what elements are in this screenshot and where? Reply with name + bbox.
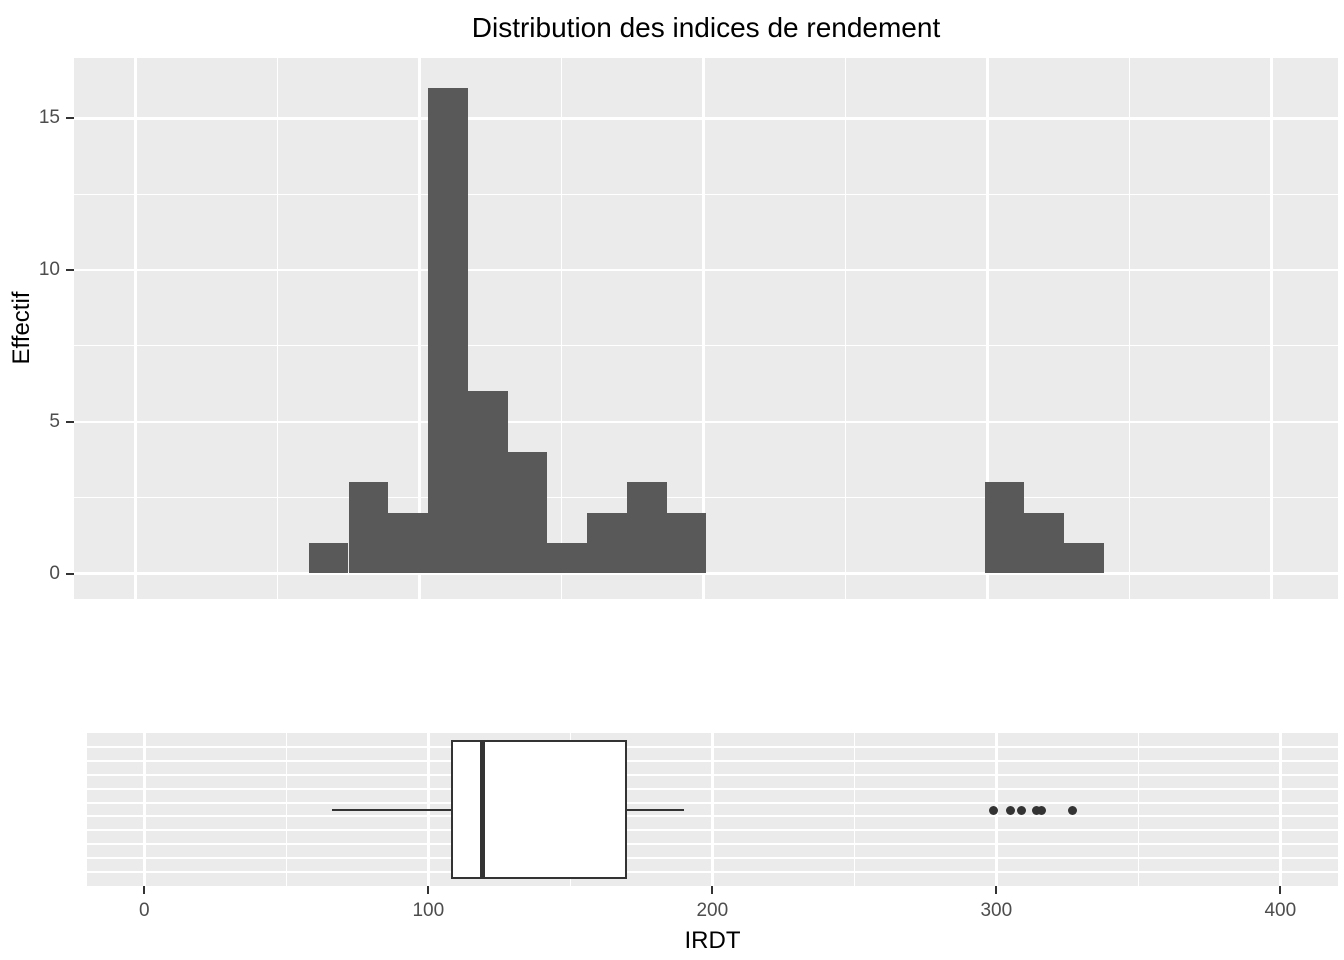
histogram-bar [428, 87, 468, 574]
x-axis-tick-label: 0 [139, 900, 150, 921]
x-axis-tick [143, 886, 146, 894]
y-axis-tick [66, 572, 74, 575]
histogram-panel [74, 58, 1338, 599]
gridline-y-minor [74, 497, 1338, 499]
gridline-x-minor [1128, 58, 1131, 599]
boxplot-whisker-left [331, 808, 451, 812]
x-axis-tick-label: 300 [980, 900, 1013, 921]
gridline-x-major [1279, 733, 1282, 886]
boxplot-whisker-right [627, 808, 684, 812]
boxplot-outlier-point [1031, 805, 1041, 815]
histogram-bar [666, 512, 707, 574]
histogram-bar [1024, 512, 1065, 574]
histogram-bar [626, 482, 667, 574]
histogram-bar [348, 482, 389, 574]
histogram-bar [308, 543, 349, 574]
gridline-x-major [986, 58, 989, 599]
boxplot-outlier-point [1037, 805, 1047, 815]
y-axis-tick [66, 117, 74, 120]
boxplot-box [451, 740, 628, 879]
boxplot-outlier-point [1068, 805, 1078, 815]
y-axis-title: Effectif [8, 291, 35, 365]
gridline-x-minor [844, 58, 847, 599]
histogram-bar [388, 512, 428, 574]
gridline-x-major [418, 58, 421, 599]
boxplot-outlier-point [1017, 805, 1027, 815]
gridline-x-major [1270, 58, 1273, 599]
histogram-bar [507, 452, 548, 574]
y-axis-tick-label: 10 [38, 259, 60, 280]
chart-title: Distribution des indices de rendement [471, 12, 941, 43]
y-axis-tick [66, 420, 74, 423]
x-axis-tick [995, 886, 998, 894]
histogram-bar [587, 512, 627, 574]
gridline-y-major [74, 420, 1338, 423]
x-axis-tick [711, 886, 714, 894]
x-axis-title: IRDT [684, 927, 741, 954]
gridline-x-minor [276, 58, 279, 599]
histogram-bar [984, 482, 1025, 574]
x-axis-tick-label: 400 [1264, 900, 1297, 921]
gridline-x-major [711, 733, 714, 886]
boxplot-outlier-point [988, 805, 998, 815]
x-axis-tick [427, 886, 430, 894]
gridline-x-minor [560, 58, 563, 599]
histogram-bar [1064, 543, 1104, 574]
gridline-x-major [143, 733, 146, 886]
gridline-x-minor [853, 733, 855, 886]
gridline-y-major [74, 268, 1338, 272]
gridline-y-minor [74, 193, 1338, 195]
x-axis-tick-label: 200 [696, 900, 729, 921]
gridline-y-major [74, 572, 1338, 575]
histogram-bar [467, 391, 508, 574]
x-axis-tick [1279, 886, 1282, 894]
boxplot-panel [87, 733, 1338, 886]
y-axis-tick-label: 15 [38, 107, 60, 129]
gridline-y-minor [74, 345, 1338, 347]
gridline-x-major [702, 58, 705, 599]
y-axis-tick [66, 269, 74, 271]
y-axis-tick-label: 5 [49, 410, 60, 432]
y-axis-tick-label: 0 [49, 562, 60, 584]
gridline-y-major [74, 117, 1338, 120]
boxplot-outlier-point [1006, 805, 1015, 815]
gridline-x-major [134, 58, 137, 599]
gridline-x-minor [285, 733, 287, 886]
boxplot-median-line [480, 740, 485, 879]
x-axis-tick-label: 100 [412, 900, 445, 921]
histogram-bar [547, 543, 588, 574]
gridline-x-minor [1137, 733, 1139, 886]
